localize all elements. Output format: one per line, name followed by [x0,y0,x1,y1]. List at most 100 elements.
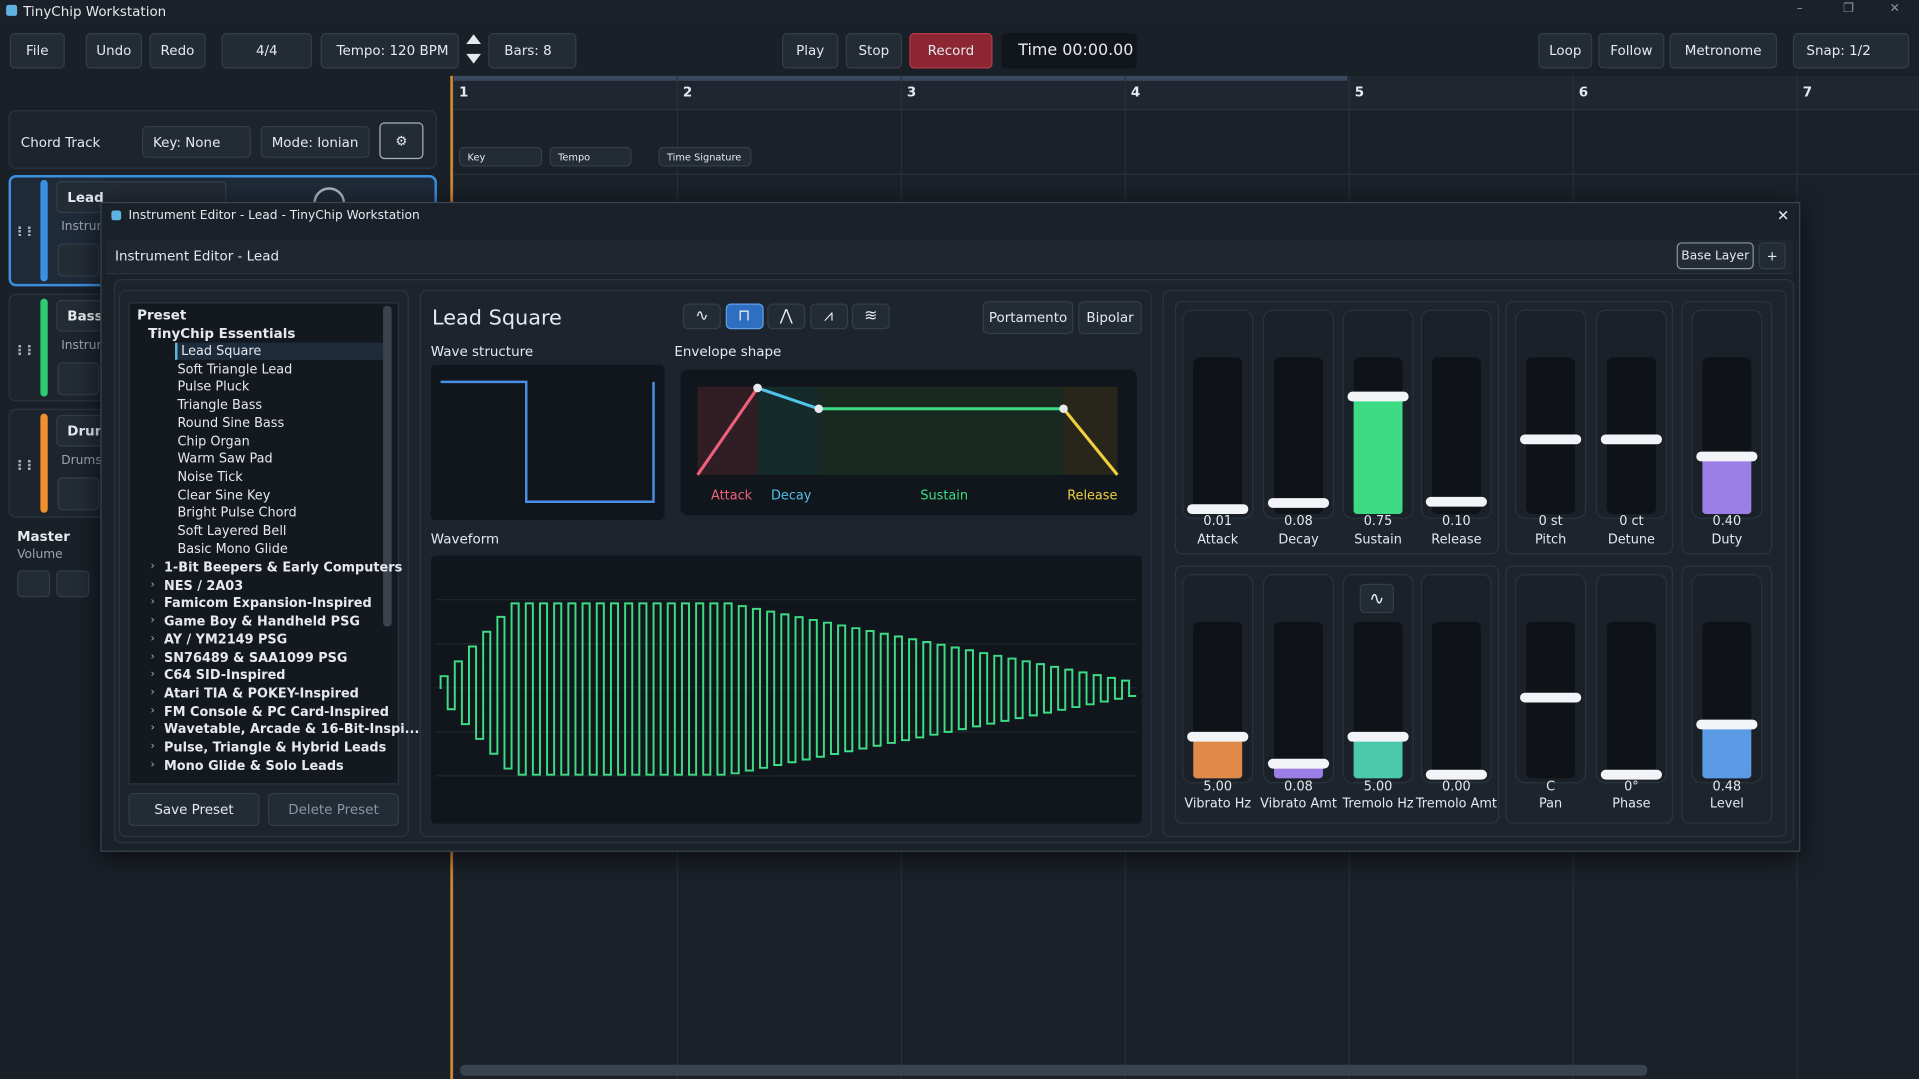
tempo-up[interactable] [466,34,481,45]
preset-category[interactable]: Atari TIA & POKEY-Inspired [163,686,359,702]
tree-scrollbar[interactable] [383,305,392,627]
drag-handle [18,460,31,470]
slider-value: 0.00 [1442,779,1471,795]
tempo-down[interactable] [466,53,481,64]
editor-close[interactable]: ✕ [1777,206,1790,224]
key-field[interactable]: Key: None [141,126,251,158]
tree-caret: › [150,668,155,681]
slider-handle[interactable] [1520,434,1582,445]
preset-category[interactable]: Mono Glide & Solo Leads [163,758,344,774]
h-scrollbar[interactable] [460,1064,1648,1076]
editor-header [106,239,1793,275]
window-control[interactable]: ❐ [1843,2,1855,16]
slider-handle[interactable] [1347,731,1409,742]
preset-item[interactable]: Clear Sine Key [177,487,271,503]
window-control[interactable]: ✕ [1889,2,1900,16]
track-instrument-button[interactable] [57,477,100,511]
add-layer-button[interactable]: + [1758,242,1786,270]
preset-category[interactable]: 1-Bit Beepers & Early Computers [163,560,403,576]
envelope-point [753,383,762,393]
wave-structure-plot [440,380,655,504]
preset-item[interactable]: Round Sine Bass [177,415,285,431]
bar-number: 5 [1354,84,1365,101]
snap-field[interactable]: Snap: 1/2 [1792,33,1910,69]
bipolar-toggle[interactable]: Bipolar [1078,301,1142,335]
base-layer-tab[interactable]: Base Layer [1676,242,1754,270]
track-instrument: Instrum [61,339,109,353]
slider-group [1681,301,1773,555]
preset-item[interactable]: Lead Square [181,343,262,359]
slider-group [1174,565,1500,824]
tempo-field[interactable]: Tempo: 120 BPM [320,33,459,69]
button[interactable]: Undo [85,33,142,69]
preset-category[interactable]: Game Boy & Handheld PSG [163,614,360,630]
slider-handle[interactable] [1600,769,1662,780]
preset-category[interactable]: C64 SID-Inspired [163,668,286,684]
marker-chip[interactable]: Tempo [549,146,632,167]
slider-handle[interactable] [1425,769,1487,780]
track-instrument-button[interactable] [57,362,100,396]
master-button[interactable] [17,570,51,598]
delete-preset-button[interactable]: Delete Preset [268,793,399,827]
preset-category[interactable]: SN76489 & SAA1099 PSG [163,650,348,666]
preset-item[interactable]: Bright Pulse Chord [177,505,297,521]
slider-handle[interactable] [1267,498,1330,508]
lfo-shape-button[interactable]: ∿ [1359,583,1394,614]
button[interactable]: Metronome [1669,33,1778,69]
portamento-toggle[interactable]: Portamento [982,301,1074,335]
preset-category[interactable]: NES / 2A03 [163,578,244,594]
preset-category[interactable]: Wavetable, Arcade & 16-Bit-Inspi... [163,722,420,738]
button[interactable]: Redo [149,33,206,69]
waveform-select[interactable]: ⩘ [809,303,848,330]
slider-handle[interactable] [1696,451,1758,462]
preset-category[interactable]: Pulse, Triangle & Hybrid Leads [163,740,387,756]
record-button[interactable]: Record [909,33,993,69]
track-instrument-button[interactable] [57,243,100,277]
window-title: TinyChip Workstation [23,3,167,20]
waveform-select[interactable]: ∿ [682,303,721,330]
preset-category[interactable]: Famicom Expansion-Inspired [163,596,372,612]
master-button[interactable] [56,570,90,598]
slider-handle[interactable] [1347,391,1409,402]
slider-handle[interactable] [1600,434,1662,445]
preset-item[interactable]: Warm Saw Pad [177,451,273,467]
preset-category[interactable]: AY / YM2149 PSG [163,632,288,648]
preset-item[interactable]: Chip Organ [177,433,250,449]
slider-label: Level [1709,796,1744,812]
slider-value: 0.10 [1442,514,1471,529]
slider-handle[interactable] [1696,719,1758,730]
preset-category[interactable]: FM Console & PC Card-Inspired [163,704,389,720]
preset-item[interactable]: Pulse Pluck [177,379,250,395]
slider-handle[interactable] [1425,496,1487,507]
marker-chip[interactable]: Time Signature [658,146,752,167]
slider-handle[interactable] [1187,731,1249,742]
time-signature[interactable]: 4/4 [221,33,313,69]
preset-item[interactable]: Soft Triangle Lead [177,361,293,377]
save-preset-button[interactable]: Save Preset [128,793,260,827]
button[interactable]: Follow [1598,33,1665,69]
button[interactable]: Loop [1538,33,1593,69]
preset-item[interactable]: Noise Tick [177,469,243,485]
button[interactable]: File [9,33,65,69]
slider-handle[interactable] [1187,504,1249,515]
waveform-select[interactable]: ⊓ [725,303,764,330]
waveform-select[interactable]: ⋀ [767,303,806,330]
button[interactable]: Stop [845,33,902,69]
bars-field[interactable]: Bars: 8 [488,33,577,69]
slider-handle[interactable] [1267,758,1330,769]
slider-value: 0.40 [1712,514,1742,529]
preset-item[interactable]: Triangle Bass [177,397,263,413]
slider-handle[interactable] [1520,692,1582,703]
envelope-segment [1062,407,1119,476]
window-control[interactable]: – [1796,2,1803,16]
mode-field[interactable]: Mode: Ionian [260,126,370,158]
waveform-select[interactable]: ≋ [851,303,890,330]
slider-fill [1702,456,1752,515]
tree-caret: ⌄ [149,325,158,337]
track-color [40,298,48,397]
button[interactable]: Play [782,33,839,69]
marker-chip[interactable]: Key [458,146,543,167]
preset-item[interactable]: Soft Layered Bell [177,523,287,539]
preset-item[interactable]: Basic Mono Glide [177,541,288,557]
chord-settings[interactable]: ⚙ [379,122,424,160]
